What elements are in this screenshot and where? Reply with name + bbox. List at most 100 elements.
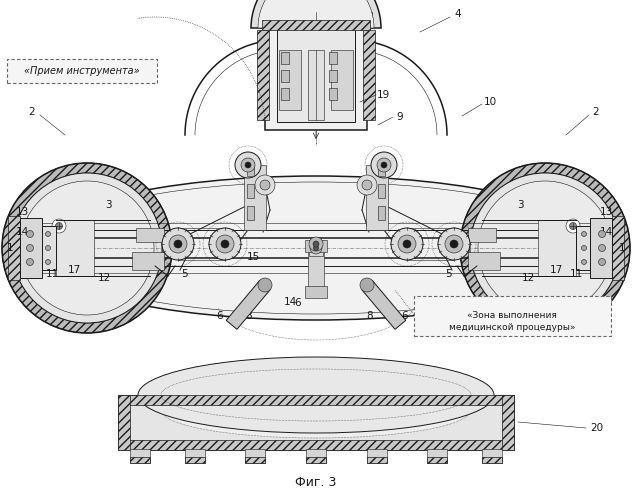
Bar	[185, 449, 205, 463]
Bar	[427, 457, 447, 463]
Text: 10: 10	[483, 97, 497, 107]
Bar	[277, 28, 355, 122]
Circle shape	[174, 240, 182, 248]
Text: 8: 8	[367, 311, 374, 321]
Bar	[130, 449, 150, 463]
Text: 5: 5	[445, 269, 451, 279]
Bar	[132, 252, 164, 270]
Bar	[612, 216, 624, 280]
Circle shape	[371, 152, 397, 178]
Bar	[281, 88, 289, 100]
Text: 19: 19	[377, 90, 389, 100]
Bar	[118, 395, 514, 450]
Circle shape	[20, 181, 154, 315]
Text: 8: 8	[246, 311, 252, 321]
Bar	[576, 226, 590, 270]
Bar	[378, 162, 385, 176]
Bar	[281, 52, 289, 64]
Circle shape	[391, 228, 423, 260]
Circle shape	[313, 241, 319, 247]
Bar	[245, 449, 265, 463]
Text: 6: 6	[402, 311, 408, 321]
Text: 12: 12	[521, 273, 535, 283]
Bar	[367, 457, 387, 463]
Circle shape	[221, 240, 229, 248]
FancyBboxPatch shape	[414, 296, 611, 336]
Bar	[306, 449, 326, 463]
Bar	[305, 286, 327, 298]
Bar	[247, 206, 254, 220]
Text: 3: 3	[105, 200, 111, 210]
Circle shape	[162, 228, 194, 260]
Circle shape	[46, 246, 51, 250]
Circle shape	[241, 158, 255, 172]
Bar	[118, 440, 514, 450]
Circle shape	[445, 235, 463, 253]
Polygon shape	[226, 280, 270, 330]
Circle shape	[581, 232, 586, 236]
Text: Фиг. 3: Фиг. 3	[295, 476, 337, 488]
Text: 2: 2	[593, 107, 599, 117]
Circle shape	[357, 175, 377, 195]
Circle shape	[216, 235, 234, 253]
Bar	[247, 184, 254, 198]
Bar	[20, 218, 42, 278]
Text: 9: 9	[397, 112, 403, 122]
Bar	[260, 12, 372, 28]
Bar	[367, 449, 387, 463]
Circle shape	[255, 175, 275, 195]
Bar	[244, 165, 266, 230]
Circle shape	[599, 244, 605, 252]
Circle shape	[438, 228, 470, 260]
Text: 11: 11	[569, 269, 583, 279]
Circle shape	[470, 173, 620, 323]
Bar	[42, 226, 56, 270]
Bar	[378, 206, 385, 220]
Bar	[118, 395, 514, 405]
Text: 3: 3	[517, 200, 523, 210]
Text: 18: 18	[310, 3, 322, 13]
Text: 6: 6	[217, 311, 223, 321]
Bar	[8, 216, 20, 280]
Bar	[366, 165, 388, 230]
Bar	[468, 228, 496, 242]
Text: 11: 11	[46, 269, 59, 279]
Bar	[590, 218, 612, 278]
Ellipse shape	[161, 382, 471, 438]
Circle shape	[599, 258, 605, 266]
Text: 5: 5	[181, 269, 187, 279]
Wedge shape	[2, 163, 172, 333]
Bar	[305, 240, 327, 252]
Circle shape	[56, 222, 63, 230]
Circle shape	[381, 162, 387, 168]
Circle shape	[377, 158, 391, 172]
Circle shape	[398, 235, 416, 253]
Bar	[309, 240, 323, 256]
Text: 14: 14	[283, 297, 296, 307]
Bar	[329, 88, 337, 100]
Circle shape	[362, 180, 372, 190]
Bar	[427, 449, 447, 463]
Text: 14: 14	[15, 227, 28, 237]
Bar	[363, 30, 375, 120]
Text: 20: 20	[590, 423, 604, 433]
Circle shape	[52, 219, 66, 233]
Circle shape	[27, 258, 33, 266]
Bar	[257, 30, 269, 120]
Bar	[56, 220, 94, 276]
Text: «Прием инструмента»: «Прием инструмента»	[24, 66, 140, 76]
Wedge shape	[460, 163, 630, 333]
Bar	[136, 228, 164, 242]
Text: 17: 17	[68, 265, 81, 275]
FancyBboxPatch shape	[7, 59, 157, 83]
Circle shape	[235, 152, 261, 178]
Bar	[308, 50, 324, 120]
Circle shape	[478, 181, 612, 315]
Bar	[482, 449, 502, 463]
Wedge shape	[258, 0, 374, 28]
Bar	[308, 244, 324, 292]
Bar	[329, 70, 337, 82]
Circle shape	[27, 244, 33, 252]
Circle shape	[313, 246, 319, 250]
Text: 13: 13	[15, 207, 28, 217]
